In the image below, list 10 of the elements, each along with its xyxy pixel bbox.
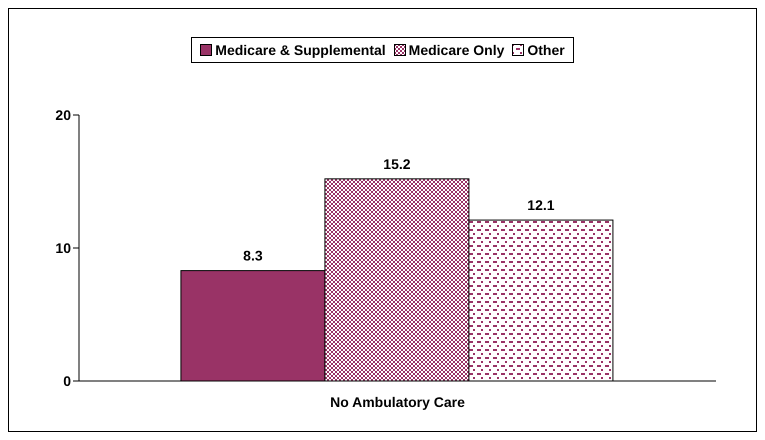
legend-label: Other [526,42,565,58]
y-tick-label: 20 [55,106,72,123]
data-label: 15.2 [383,156,411,172]
y-tick-label: 0 [63,372,72,389]
legend-label: Medicare Only [408,42,504,58]
legend-label: Medicare & Supplemental [214,42,386,58]
data-label: 8.3 [243,248,263,264]
y-tick-label: 10 [55,240,72,256]
data-label: 12.1 [527,197,555,214]
x-tick-label: No Ambulatory Care [330,394,466,410]
